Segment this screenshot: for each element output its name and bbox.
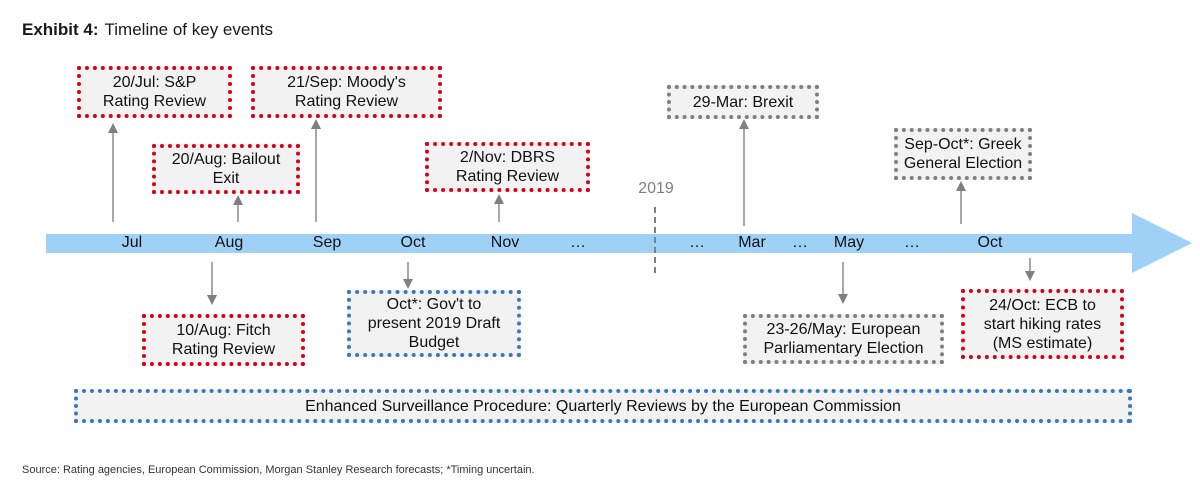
month-label: Mar xyxy=(738,234,766,251)
month-ellipsis: … xyxy=(570,234,586,251)
event-bailout-exit: 20/Aug: Bailout Exit xyxy=(152,144,300,194)
month-ellipsis: … xyxy=(904,234,920,251)
exhibit-title: Exhibit 4: Timeline of key events xyxy=(22,20,273,40)
enhanced-surveillance-banner: Enhanced Surveillance Procedure: Quarter… xyxy=(74,389,1132,423)
month-label: Jul xyxy=(121,234,143,251)
month-label: Oct xyxy=(400,234,426,251)
event-european-parliamentary-election: 23-26/May: European Parliamentary Electi… xyxy=(743,314,944,364)
month-label: May xyxy=(833,234,865,251)
month-ellipsis: … xyxy=(792,234,808,251)
month-ellipsis: … xyxy=(689,234,705,251)
timeline-arrow xyxy=(46,213,1192,273)
event-brexit: 29-Mar: Brexit xyxy=(667,85,819,119)
year-marker: 2019 xyxy=(638,180,674,197)
exhibit-title-text: Timeline of key events xyxy=(104,20,274,39)
event-ecb-hiking-rates: 24/Oct: ECB to start hiking rates (MS es… xyxy=(961,289,1124,359)
event-sp-rating-review: 20/Jul: S&P Rating Review xyxy=(77,66,232,118)
event-draft-budget: Oct*: Gov't to present 2019 Draft Budget xyxy=(347,290,521,357)
month-label: Nov xyxy=(490,234,520,251)
event-fitch-rating-review: 10/Aug: Fitch Rating Review xyxy=(142,314,305,366)
month-label: Aug xyxy=(214,234,244,251)
exhibit-label: Exhibit 4: xyxy=(22,20,99,39)
event-moodys-rating-review: 21/Sep: Moody's Rating Review xyxy=(251,66,442,118)
event-greek-general-election: Sep-Oct*: Greek General Election xyxy=(894,128,1032,180)
event-dbrs-rating-review: 2/Nov: DBRS Rating Review xyxy=(425,142,590,192)
month-label: Sep xyxy=(312,234,342,251)
month-label: Oct xyxy=(977,234,1003,251)
source-note: Source: Rating agencies, European Commis… xyxy=(22,464,535,476)
